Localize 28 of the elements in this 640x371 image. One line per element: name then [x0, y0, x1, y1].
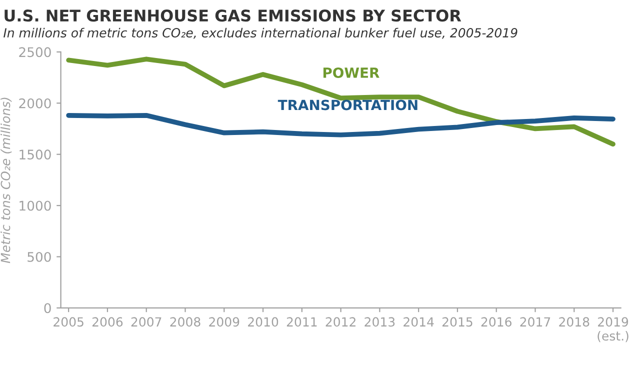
y-tick-label: 1500: [20, 150, 51, 160]
y-tick-label: 1000: [20, 200, 51, 211]
x-tick-label: 2015: [442, 317, 472, 327]
x-tick-label: 2010: [248, 317, 278, 327]
x-tick-label: 2007: [131, 317, 162, 327]
x-tick-label: 2019 (est.): [598, 317, 628, 342]
x-tick-label: 2011: [286, 317, 317, 327]
x-tick-label: 2006: [92, 317, 123, 327]
x-tick-label: 2016: [481, 317, 512, 327]
x-tick-label: 2018: [559, 317, 590, 327]
chart-subtitle: In millions of metric tons CO₂e, excludes international bunker fuel use, 2005-2019: [4, 28, 518, 39]
series-label: POWER: [323, 67, 380, 78]
x-tick-label: 2005: [54, 317, 84, 327]
series-label: TRANSPORTATION: [278, 100, 418, 110]
chart-title: U.S. NET GREENHOUSE GAS EMISSIONS BY SECTOR: [4, 10, 462, 22]
line-series: [66, 56, 616, 147]
line-series: [66, 112, 616, 138]
y-tick-label: 0: [44, 303, 51, 314]
x-tick-label: 2017: [520, 317, 550, 327]
x-tick-label: 2012: [326, 317, 356, 327]
y-axis-title: Metric tons CO₂e (millions): [0, 98, 12, 264]
y-tick-label: 500: [28, 252, 51, 262]
x-tick-label: 2008: [170, 317, 200, 327]
y-tick-label: 2000: [19, 98, 51, 108]
x-tick-label: 2013: [364, 317, 395, 327]
x-tick-label: 2009: [209, 317, 240, 327]
x-tick-label: 2014: [404, 317, 434, 327]
y-tick-label: 2500: [19, 47, 51, 58]
